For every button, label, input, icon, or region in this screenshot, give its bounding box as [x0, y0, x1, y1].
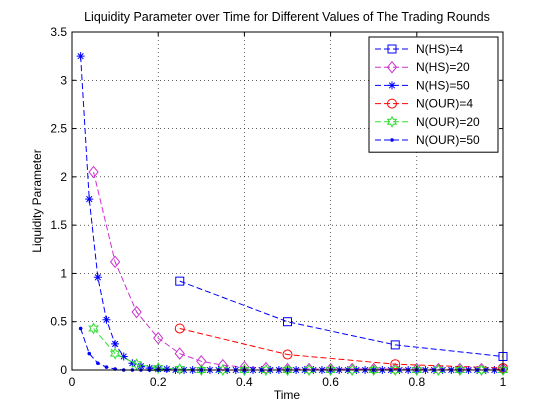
data-point: [387, 44, 397, 54]
data-point: [128, 359, 137, 368]
data-point: [390, 340, 400, 350]
data-point: [239, 363, 250, 377]
y-tick-label: 0.5: [50, 315, 67, 329]
data-point: [387, 98, 397, 109]
data-point: [104, 365, 109, 369]
data-point: [386, 60, 398, 74]
data-point: [411, 363, 423, 377]
data-point: [260, 363, 272, 377]
y-tick-label: 2: [60, 170, 67, 184]
data-point: [175, 276, 185, 286]
x-tick-label: 0.4: [236, 375, 253, 389]
data-point: [282, 349, 293, 360]
data-point: [85, 195, 94, 204]
data-point: [454, 363, 466, 377]
data-point: [217, 363, 229, 377]
data-point: [390, 138, 394, 142]
data-point: [346, 363, 358, 377]
data-point: [109, 347, 121, 360]
data-point: [368, 363, 379, 377]
y-tick-label: 0: [60, 363, 67, 377]
data-point: [260, 361, 272, 375]
data-point: [386, 115, 398, 128]
data-point: [102, 315, 111, 324]
data-point: [152, 361, 164, 375]
data-point: [111, 339, 120, 348]
data-point: [388, 81, 396, 90]
data-point: [93, 273, 102, 282]
data-point: [131, 305, 142, 319]
y-tick-label: 2.5: [50, 122, 67, 136]
data-point: [76, 52, 85, 61]
data-point: [109, 255, 121, 269]
legend-label: N(HS)=50: [416, 78, 470, 92]
data-point: [497, 363, 509, 377]
data-point: [88, 322, 99, 335]
y-tick-label: 3.5: [50, 25, 67, 39]
legend-box: [368, 36, 499, 153]
data-point: [196, 363, 207, 377]
data-point: [476, 363, 487, 377]
data-point: [217, 358, 228, 372]
legend: N(HS)=4 N(HS)=20 N(HS)=50 N(OUR)=4 N(OUR)=20…: [368, 36, 499, 153]
x-tick-label: 0.6: [322, 375, 339, 389]
data-point: [87, 351, 92, 356]
data-point: [78, 326, 83, 331]
series-group: [175, 276, 508, 361]
x-tick-label: 0.8: [408, 375, 425, 389]
data-point: [174, 347, 185, 360]
x-tick-label: 0: [69, 375, 76, 389]
x-tick-label: 1: [500, 375, 507, 389]
data-point: [96, 361, 100, 366]
y-tick-label: 1: [60, 266, 67, 280]
x-tick-label: 0.2: [150, 375, 167, 389]
y-tick-label: 1.5: [50, 218, 67, 232]
legend-label: N(HS)=20: [416, 60, 470, 74]
data-point: [282, 363, 293, 377]
axes-box: [71, 31, 504, 371]
series-line: [179, 327, 504, 369]
data-point: [131, 358, 142, 371]
chart-title: Liquidity Parameter over Time for Differ…: [84, 10, 490, 24]
data-point: [88, 165, 99, 179]
data-point: [390, 359, 401, 370]
data-point: [174, 323, 185, 334]
data-point: [119, 352, 128, 361]
y-axis-title: Liquidity Parameter: [30, 149, 44, 252]
x-axis-title: Time: [274, 388, 301, 402]
data-point: [145, 364, 154, 373]
y-tick-label: 3: [60, 73, 67, 87]
data-point: [303, 363, 315, 377]
legend-label: N(OUR)=50: [416, 133, 480, 147]
data-point: [153, 331, 164, 345]
data-point: [174, 362, 186, 376]
data-point: [433, 363, 444, 377]
data-point: [283, 317, 292, 327]
data-point: [389, 363, 401, 377]
legend-label: N(OUR)=20: [416, 115, 480, 129]
series-line: [179, 280, 504, 357]
legend-label: N(OUR)=4: [416, 97, 473, 111]
data-point: [325, 363, 336, 377]
ticks: 0 0.2 0.4 0.6 0.8 1 0 0.5 1 1.5 2 2.5 3 3.5: [50, 25, 506, 389]
legend-label: N(HS)=4: [416, 42, 463, 56]
